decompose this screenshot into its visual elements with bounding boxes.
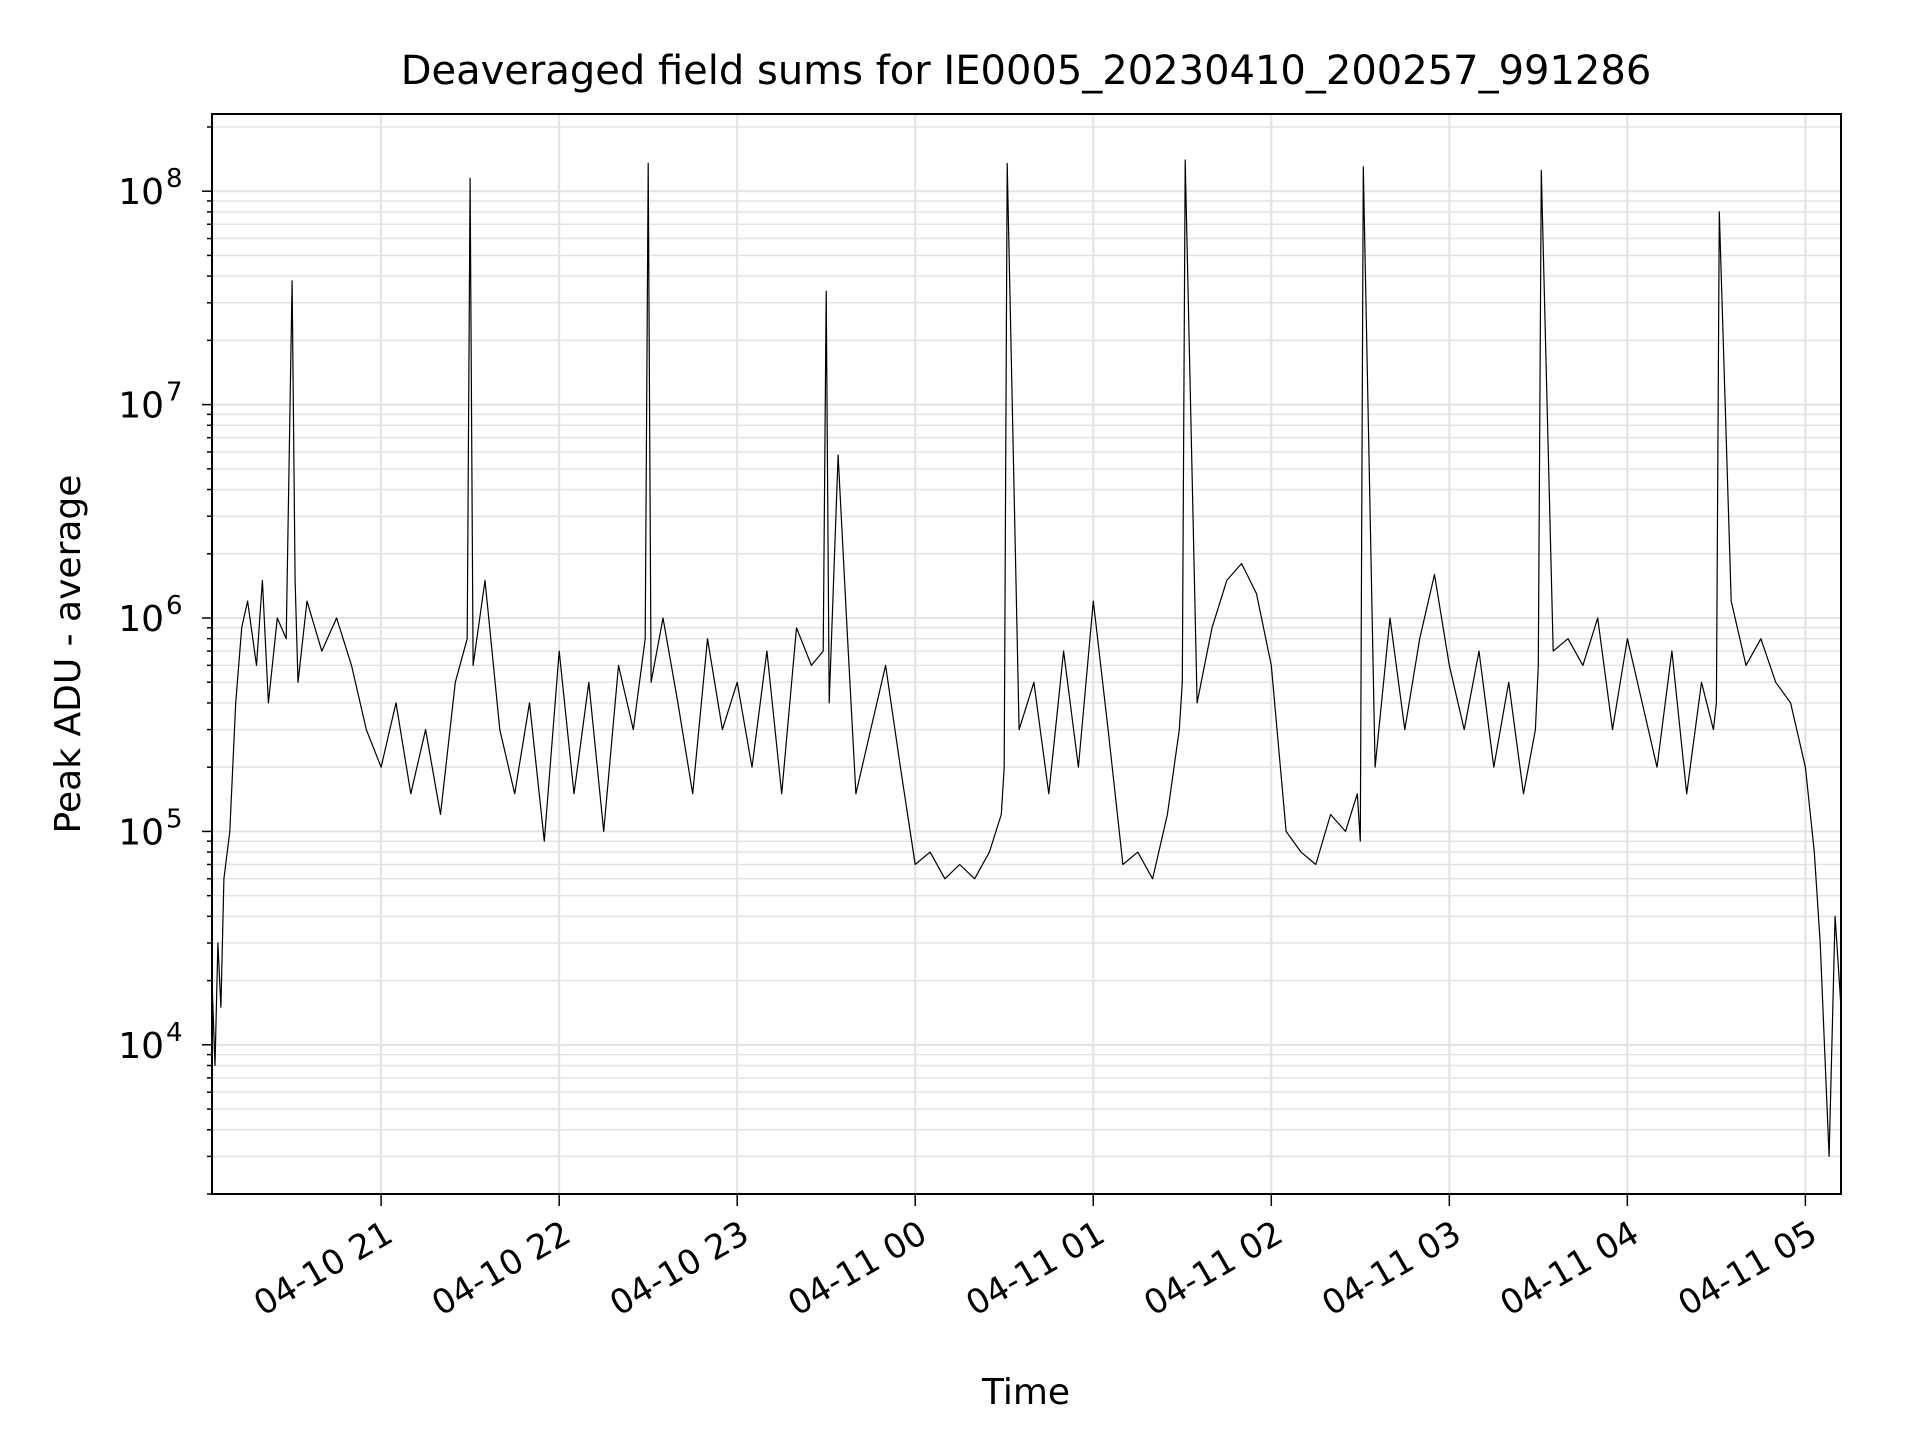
y-tick-exponent: 8 (166, 164, 183, 194)
y-tick-exponent: 7 (166, 378, 183, 408)
y-tick-label: 10 (118, 812, 164, 853)
chart-title: Deaveraged field sums for IE0005_2023041… (401, 48, 1652, 94)
x-tick-label: 04-11 01 (959, 1213, 1111, 1324)
y-tick-label: 10 (118, 1026, 164, 1067)
y-tick-label: 10 (118, 386, 164, 427)
y-tick-label: 10 (118, 599, 164, 640)
y-tick-exponent: 5 (166, 804, 183, 834)
x-tick-label: 04-11 04 (1493, 1213, 1645, 1324)
x-tick-label: 04-11 03 (1315, 1213, 1467, 1324)
plot-frame (211, 113, 1842, 1195)
y-axis-label: Peak ADU - average (48, 475, 89, 834)
x-tick-label: 04-11 02 (1137, 1213, 1289, 1324)
x-tick-label: 04-10 23 (603, 1213, 755, 1324)
x-tick-label: 04-11 05 (1671, 1213, 1823, 1324)
x-tick-label: 04-10 21 (247, 1213, 399, 1324)
x-tick-label: 04-10 22 (425, 1213, 577, 1324)
x-tick-label: 04-11 00 (781, 1213, 933, 1324)
series-line-peak-adu (211, 159, 1842, 1157)
plot-background (212, 114, 1841, 1194)
y-tick-exponent: 6 (166, 591, 183, 621)
y-tick-exponent: 4 (166, 1018, 183, 1048)
grid (212, 114, 1841, 1195)
x-axis-label: Time (981, 1372, 1070, 1413)
y-tick-label: 10 (118, 172, 164, 213)
